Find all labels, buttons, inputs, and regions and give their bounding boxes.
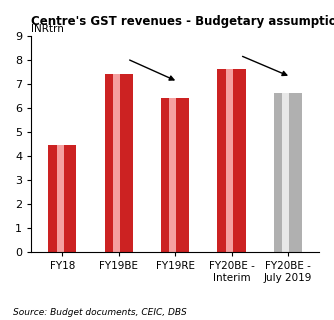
Bar (56, 145, 63, 252)
Bar (282, 93, 289, 252)
Bar (274, 93, 282, 252)
Bar (63, 145, 76, 252)
Bar (161, 98, 169, 252)
Text: Source: Budget documents, CEIC, DBS: Source: Budget documents, CEIC, DBS (13, 308, 187, 317)
Bar (176, 98, 189, 252)
Bar (233, 69, 245, 252)
Bar (113, 74, 120, 252)
Bar (289, 93, 302, 252)
Text: Centre's GST revenues - Budgetary assumptions: Centre's GST revenues - Budgetary assump… (31, 15, 334, 28)
Bar (105, 74, 113, 252)
Bar (120, 74, 133, 252)
Bar (48, 145, 56, 252)
Bar (169, 98, 176, 252)
Bar (226, 69, 233, 252)
Bar (217, 69, 226, 252)
Text: INRtrn: INRtrn (31, 24, 64, 34)
